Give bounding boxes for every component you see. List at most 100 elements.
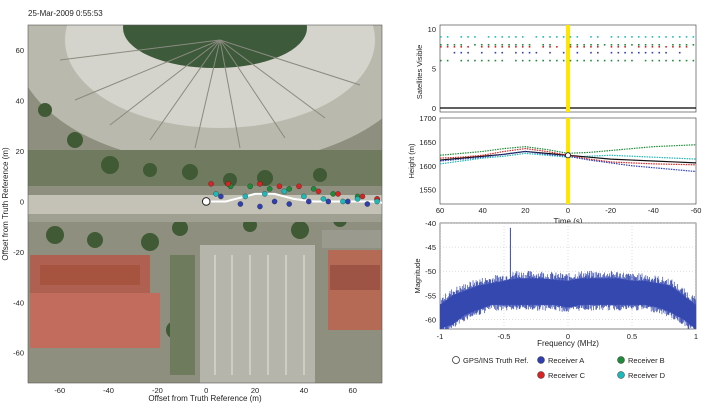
sat-dot-receiver-b (576, 44, 579, 46)
sat-dot-receiver-b (658, 44, 661, 46)
map-point-receiver-a-7 (345, 198, 351, 205)
sat-dot-receiver-b (678, 59, 681, 62)
sat-dot-receiver-a (624, 51, 626, 54)
timestamp: 25-Mar-2009 0:55:53 (28, 9, 103, 18)
sat-dot-receiver-a (535, 51, 538, 54)
sat-dot-receiver-a (665, 51, 667, 54)
legend-marker-receiver-a (537, 356, 545, 364)
legend-marker-receiver-d (617, 371, 625, 379)
sat-dot-receiver-b (692, 44, 695, 46)
map-ytick--20: -20 (13, 248, 24, 257)
sat-dot-receiver-b (515, 59, 517, 62)
sat-dot-receiver-b (665, 59, 667, 62)
sat-dot-receiver-b (644, 59, 647, 62)
sat-dot-receiver-b (637, 44, 640, 46)
sat-dot-receiver-d (624, 36, 626, 38)
sat-dot-receiver-b (672, 59, 674, 62)
sat-dot-receiver-b (624, 59, 626, 62)
map-point-receiver-d-5 (320, 196, 327, 202)
sat-dot-receiver-b (528, 44, 531, 46)
sat-dot-receiver-b (474, 44, 476, 46)
map-point-receiver-a-0 (218, 193, 224, 200)
map-ytick-0: 0 (20, 197, 24, 206)
map-point-receiver-c-4 (296, 183, 302, 190)
sat-dot-receiver-c (440, 46, 442, 48)
map-point-receiver-a-6 (325, 198, 332, 205)
satellites-panel: 0 5 10 Satellites Visible (415, 24, 697, 113)
sat-dot-receiver-b (446, 44, 449, 46)
map-marks (201, 181, 382, 210)
sat-dot-receiver-c (610, 46, 613, 48)
map-point-receiver-b-5 (330, 191, 336, 197)
sat-dot-receiver-b (658, 59, 661, 62)
sat-dot-receiver-b (556, 59, 558, 62)
sat-dot-receiver-d (515, 36, 517, 38)
map-point-receiver-c-7 (359, 193, 366, 200)
legend: GPS/INS Truth Ref. Receiver A Receiver B… (452, 356, 666, 380)
sat-dot-receiver-b (460, 44, 463, 46)
sat-dot-receiver-d (576, 36, 579, 38)
sat-dot-receiver-b (569, 44, 572, 46)
sat-dot-receiver-c (528, 46, 531, 48)
sat-dot-receiver-d (644, 36, 647, 38)
sat-dot-receiver-d (549, 36, 551, 38)
sat-dot-receiver-d (542, 36, 544, 38)
satellites-ticks: 0 5 10 (428, 25, 436, 113)
height-xtick-60: 60 (436, 206, 444, 215)
sat-dot-receiver-c (617, 46, 620, 48)
legend-item-receiver-b: Receiver B (617, 356, 665, 365)
sat-dot-receiver-c (624, 46, 626, 48)
sat-dot-receiver-b (590, 59, 592, 62)
height-xtick--40: -40 (648, 206, 659, 215)
map-point-receiver-a-2 (257, 203, 263, 210)
sat-dot-receiver-b (440, 59, 442, 62)
height-ytick-1650: 1650 (419, 138, 436, 147)
sat-dot-receiver-d (521, 36, 524, 38)
map-point-receiver-c-0 (208, 181, 214, 187)
sat-dot-receiver-b (631, 44, 633, 46)
sat-dot-receiver-b (480, 59, 483, 62)
sat-dot-receiver-b (583, 44, 585, 46)
legend-label-receiver-d: Receiver D (628, 371, 666, 380)
sat-dot-receiver-d (665, 36, 667, 38)
legend-item-receiver-d: Receiver D (617, 371, 666, 380)
map-point-receiver-c-6 (335, 191, 341, 197)
height-xtick-40: 40 (478, 206, 486, 215)
map-ytick-60: 60 (16, 46, 24, 55)
sat-dot-receiver-a (515, 51, 517, 54)
sat-dot-receiver-b (597, 44, 599, 46)
sat-dot-receiver-b (617, 59, 620, 62)
sat-dot-receiver-a (678, 51, 681, 54)
legend-label-receiver-a: Receiver A (548, 356, 584, 365)
sat-dot-receiver-b (487, 59, 490, 62)
spectrum-ytick--50: -50 (425, 267, 436, 276)
sat-dot-receiver-a (467, 51, 469, 54)
sat-dot-receiver-c (672, 46, 674, 48)
height-xtick--60: -60 (691, 206, 702, 215)
sat-dot-receiver-b (501, 44, 504, 46)
sat-dot-receiver-c (644, 46, 647, 48)
sat-dot-receiver-a (528, 51, 531, 54)
sat-dot-receiver-b (603, 44, 606, 46)
sat-dot-receiver-d (672, 36, 674, 38)
map-point-receiver-a-1 (237, 201, 244, 207)
legend-label-receiver-c: Receiver C (548, 371, 586, 380)
sat-dot-receiver-a (521, 51, 524, 54)
legend-marker-receiver-b (617, 356, 625, 364)
sat-dot-receiver-c (508, 46, 510, 48)
sat-dot-receiver-a (610, 51, 613, 54)
map-ticks: -60 -40 -20 0 20 40 60 60 40 20 0 -20 -40 -60 (13, 46, 357, 395)
spectrum-xtick--1: -1 (437, 332, 444, 341)
sat-dot-receiver-b (590, 44, 592, 46)
height-marks (440, 118, 696, 204)
legend-item-receiver-a: Receiver A (537, 356, 584, 365)
sat-dot-receiver-b (603, 59, 606, 62)
map-ytick-20: 20 (16, 147, 24, 156)
map-point-receiver-c-2 (257, 181, 263, 187)
sat-dot-receiver-a (590, 51, 592, 54)
parking-lot (200, 245, 315, 383)
sat-dot-receiver-d (446, 36, 449, 38)
sat-dot-receiver-b (678, 44, 681, 46)
sat-dot-receiver-c (501, 46, 504, 48)
sat-dot-receiver-b (685, 59, 688, 62)
